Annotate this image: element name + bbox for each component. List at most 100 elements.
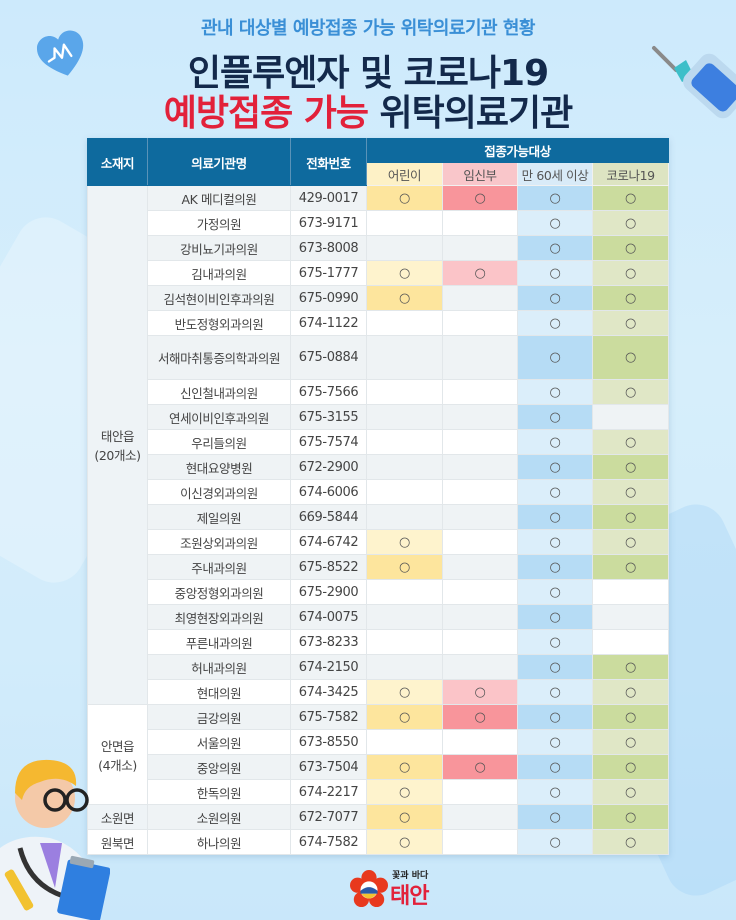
availability-children	[366, 335, 443, 380]
table-row: 원북면 하나의원 674-7582 ○ ○ ○	[87, 829, 670, 855]
institution-table: 소재지 의료기관명 전화번호 접종가능대상 어린이 임신부 만 60세 이상 코…	[87, 138, 670, 855]
region-cell: 원북면	[87, 829, 148, 855]
institution-phone: 672-7077	[290, 804, 367, 830]
table-row: 연세이비인후과의원 675-3155 ○	[88, 404, 670, 430]
region-label: 안면읍	[100, 738, 135, 754]
availability-children: ○	[366, 754, 443, 780]
availability-over60: ○	[517, 804, 593, 830]
table-row: 허내과의원 674-2150 ○ ○	[88, 654, 670, 680]
institution-name: 우리들의원	[147, 429, 291, 455]
institution-name: 주내과의원	[147, 554, 291, 580]
availability-covid	[591, 629, 670, 655]
availability-children	[366, 210, 443, 236]
availability-over60: ○	[517, 729, 593, 755]
table-row: 소원면 소원의원 672-7077 ○ ○ ○	[87, 804, 670, 830]
institution-phone: 669-5844	[290, 504, 367, 530]
institution-name: 한독의원	[147, 779, 291, 805]
availability-pregnant	[442, 654, 518, 680]
availability-covid: ○	[591, 479, 670, 505]
institution-phone: 673-7504	[290, 754, 367, 780]
taean-flower-logo-icon	[350, 870, 388, 908]
table-row: 김석현이비인후과의원 675-0990 ○ ○ ○	[88, 285, 670, 311]
availability-over60: ○	[517, 654, 593, 680]
availability-covid: ○	[591, 529, 670, 555]
availability-pregnant	[442, 379, 518, 405]
institution-name: 중앙의원	[147, 754, 291, 780]
availability-over60: ○	[517, 629, 593, 655]
availability-pregnant	[442, 285, 518, 311]
availability-over60: ○	[517, 604, 593, 630]
region-count: (20개소)	[94, 448, 141, 463]
doctor-illustration	[0, 759, 110, 920]
table-row: 안면읍 (4개소) 금강의원 675-7582 ○ ○ ○ ○	[87, 704, 670, 805]
availability-children	[366, 454, 443, 480]
table-row: 조원상외과의원 674-6742 ○ ○ ○	[88, 529, 670, 555]
availability-covid: ○	[591, 235, 670, 261]
region-label: 소원면	[100, 810, 135, 826]
institution-phone: 675-0990	[290, 285, 367, 311]
availability-children	[366, 629, 443, 655]
availability-covid: ○	[591, 554, 670, 580]
page-subtitle: 관내 대상별 예방접종 가능 위탁의료기관 현황	[201, 18, 535, 39]
institution-phone: 675-7574	[290, 429, 367, 455]
region-label: 태안읍	[100, 429, 135, 444]
region-label: 원북면	[100, 835, 135, 851]
institution-name: 서울의원	[147, 729, 291, 755]
institution-phone: 674-7582	[290, 829, 367, 855]
institution-name: 조원상외과의원	[147, 529, 291, 555]
page-title-line1: 인플루엔자 및 코로나19	[187, 53, 549, 94]
availability-over60: ○	[517, 210, 593, 236]
table-row: 신인철내과의원 675-7566 ○ ○	[88, 379, 670, 405]
availability-covid: ○	[591, 829, 670, 855]
availability-covid: ○	[591, 310, 670, 336]
availability-children: ○	[366, 285, 443, 311]
availability-children	[366, 479, 443, 505]
table-row: 이신경외과의원 674-6006 ○ ○	[88, 479, 670, 505]
institution-phone: 673-8233	[290, 629, 367, 655]
availability-pregnant	[442, 604, 518, 630]
availability-children	[366, 604, 443, 630]
availability-children: ○	[366, 779, 443, 805]
header-name: 의료기관명	[147, 138, 291, 186]
institution-name: 김석현이비인후과의원	[147, 285, 291, 311]
institution-phone: 673-9171	[290, 210, 367, 236]
institution-phone: 674-3425	[290, 679, 367, 705]
availability-over60: ○	[517, 704, 593, 730]
institution-name: 중앙정형외과의원	[147, 579, 291, 605]
availability-pregnant	[442, 829, 518, 855]
availability-pregnant: ○	[442, 185, 518, 211]
region-cell: 태안읍 (20개소)	[87, 185, 148, 705]
table-row: 제일의원 669-5844 ○ ○	[88, 504, 670, 530]
institution-phone: 675-8522	[290, 554, 367, 580]
availability-covid: ○	[591, 285, 670, 311]
institution-phone: 675-1777	[290, 260, 367, 286]
institution-name: 가정의원	[147, 210, 291, 236]
institution-phone: 674-2217	[290, 779, 367, 805]
availability-pregnant	[442, 579, 518, 605]
availability-pregnant	[442, 210, 518, 236]
table-row: 가정의원 673-9171 ○ ○	[88, 210, 670, 236]
availability-pregnant	[442, 529, 518, 555]
availability-covid: ○	[591, 679, 670, 705]
availability-covid	[591, 604, 670, 630]
table-row: 중앙의원 673-7504 ○ ○ ○ ○	[88, 754, 670, 780]
availability-children: ○	[366, 804, 443, 830]
availability-children: ○	[366, 260, 443, 286]
availability-over60: ○	[517, 454, 593, 480]
availability-children	[366, 429, 443, 455]
institution-name: 제일의원	[147, 504, 291, 530]
availability-covid: ○	[591, 729, 670, 755]
availability-over60: ○	[517, 504, 593, 530]
header-phone: 전화번호	[290, 138, 367, 186]
syringe-icon	[652, 46, 736, 119]
page-title-line2: 예방접종 가능 위탁의료기관	[0, 84, 736, 136]
region-count: (4개소)	[98, 757, 137, 773]
availability-over60: ○	[517, 579, 593, 605]
institution-phone: 674-6006	[290, 479, 367, 505]
institution-name: 서해마취통증의학과의원	[147, 335, 291, 380]
availability-pregnant	[442, 479, 518, 505]
availability-covid	[591, 404, 670, 430]
table-row: 최영현장외과의원 674-0075 ○	[88, 604, 670, 630]
availability-covid: ○	[591, 335, 670, 380]
availability-pregnant	[442, 779, 518, 805]
